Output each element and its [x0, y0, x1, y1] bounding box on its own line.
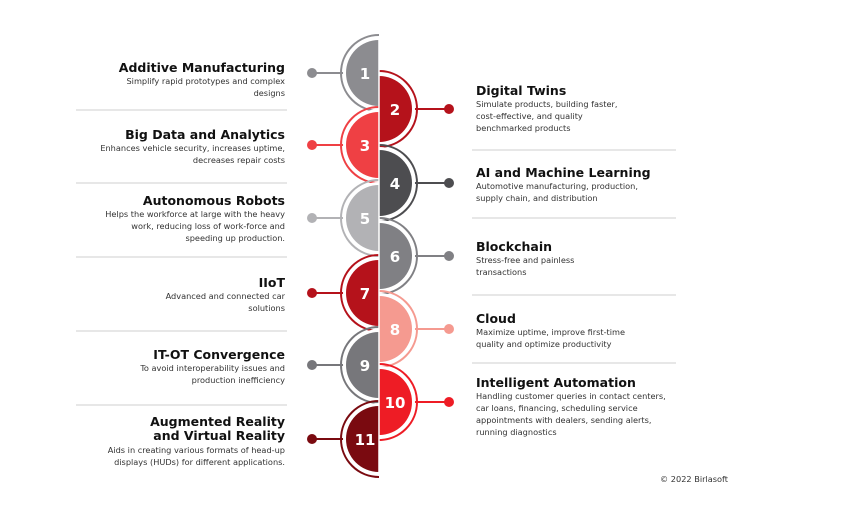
- arc-9: [340, 326, 380, 404]
- step-number-9: 9: [360, 357, 370, 375]
- item-4-desc: Automotive manufacturing, production, su…: [476, 181, 638, 203]
- step-2: 2: [378, 70, 454, 148]
- half-disc-4: [379, 150, 412, 216]
- step-10: 10: [378, 363, 454, 441]
- step-5: 5: [307, 179, 380, 257]
- half-disc-9: [346, 332, 379, 398]
- item-2-desc: Simulate products, building faster, cost…: [476, 99, 618, 133]
- item-10-title: Intelligent Automation: [476, 375, 636, 390]
- dot-4: [444, 178, 454, 188]
- item-9-desc: To avoid interoperability issues and pro…: [140, 363, 285, 385]
- arc-10: [378, 363, 418, 441]
- step-11: 11: [307, 400, 380, 478]
- arc-8: [378, 290, 418, 368]
- half-disc-6: [379, 223, 412, 289]
- step-8: 8: [378, 290, 454, 368]
- item-9-title: IT-OT Convergence: [153, 347, 285, 362]
- step-number-8: 8: [390, 321, 400, 339]
- item-4-title: AI and Machine Learning: [476, 165, 651, 180]
- half-disc-10: [379, 369, 412, 435]
- arc-7: [340, 254, 380, 332]
- step-number-7: 7: [360, 285, 370, 303]
- arc-3: [340, 106, 380, 184]
- dot-1: [307, 68, 317, 78]
- item-1-desc: Simplify rapid prototypes and complex de…: [126, 76, 285, 98]
- arc-1: [340, 34, 380, 112]
- dot-11: [307, 434, 317, 444]
- arc-11: [340, 400, 380, 478]
- item-1-title: Additive Manufacturing: [118, 60, 285, 75]
- copyright-text: © 2022 Birlasoft: [660, 474, 729, 484]
- step-3: 3: [307, 106, 380, 184]
- step-number-2: 2: [390, 101, 400, 119]
- item-5-desc: Helps the workforce at large with the he…: [105, 209, 285, 243]
- arc-4: [378, 144, 418, 222]
- item-2-title: Digital Twins: [476, 83, 567, 98]
- item-7-desc: Advanced and connected car solutions: [165, 291, 285, 313]
- step-6: 6: [378, 217, 454, 295]
- step-number-1: 1: [360, 65, 370, 83]
- dot-6: [444, 251, 454, 261]
- item-3-desc: Enhances vehicle security, increases upt…: [100, 143, 285, 165]
- step-number-10: 10: [385, 394, 406, 412]
- step-number-11: 11: [355, 431, 376, 449]
- dot-3: [307, 140, 317, 150]
- half-disc-7: [346, 260, 379, 326]
- dot-5: [307, 213, 317, 223]
- step-4: 4: [378, 144, 454, 222]
- half-disc-8: [379, 296, 412, 362]
- half-disc-2: [379, 76, 412, 142]
- half-disc-1: [346, 40, 379, 106]
- half-disc-3: [346, 112, 379, 178]
- item-11-desc: Aids in creating various formats of head…: [107, 445, 285, 467]
- item-6-desc: Stress-free and painless transactions: [476, 255, 575, 277]
- dot-2: [444, 104, 454, 114]
- step-number-6: 6: [390, 248, 400, 266]
- item-5-title: Autonomous Robots: [142, 193, 285, 208]
- arc-2: [378, 70, 418, 148]
- item-6-title: Blockchain: [476, 239, 553, 254]
- arc-6: [378, 217, 418, 295]
- half-disc-5: [346, 185, 379, 251]
- step-7: 7: [307, 254, 380, 332]
- dot-9: [307, 360, 317, 370]
- item-8-desc: Maximize uptime, improve first-time qual…: [476, 327, 626, 349]
- item-8-title: Cloud: [476, 311, 516, 326]
- step-1: 1: [307, 34, 380, 112]
- arc-5: [340, 179, 380, 257]
- item-10-desc: Handling customer queries in contact cen…: [476, 391, 666, 437]
- step-number-3: 3: [360, 137, 370, 155]
- half-disc-11: [346, 406, 379, 472]
- item-3-title: Big Data and Analytics: [125, 127, 285, 142]
- dot-10: [444, 397, 454, 407]
- dot-7: [307, 288, 317, 298]
- step-number-5: 5: [360, 210, 370, 228]
- step-number-4: 4: [390, 175, 400, 193]
- item-11-title: Augmented Reality and Virtual Reality: [150, 414, 285, 443]
- step-9: 9: [307, 326, 380, 404]
- dot-8: [444, 324, 454, 334]
- item-7-title: IIoT: [258, 275, 285, 290]
